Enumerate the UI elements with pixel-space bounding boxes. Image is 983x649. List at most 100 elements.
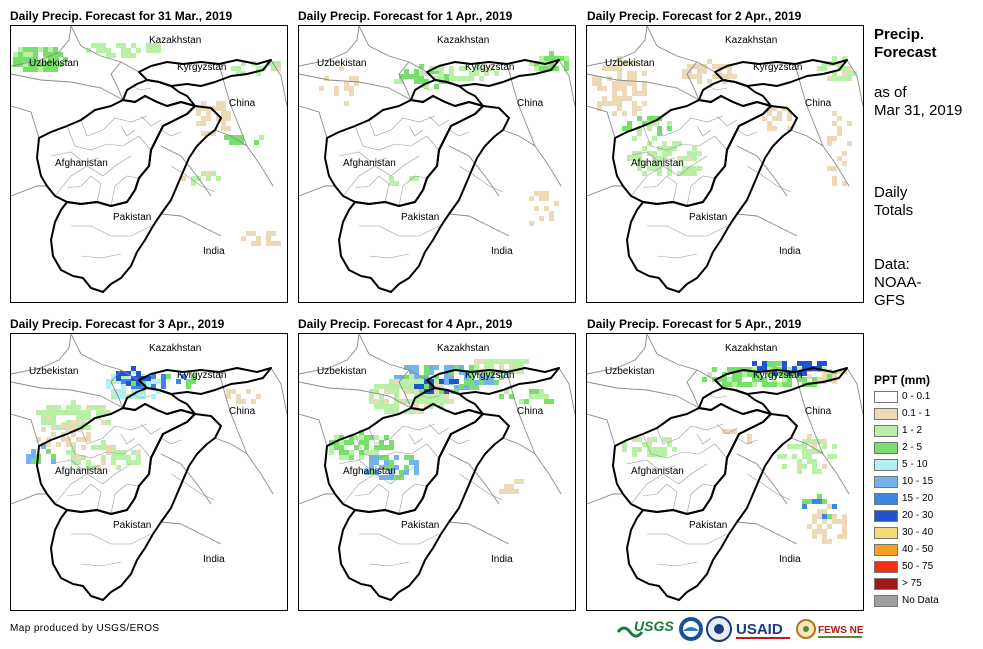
precip-cell — [419, 384, 424, 389]
focus-country-outline — [410, 79, 484, 107]
precip-cell — [176, 379, 181, 384]
precip-cell — [722, 377, 727, 382]
precip-cell — [256, 66, 261, 71]
province-line — [50, 151, 100, 163]
precip-cell — [657, 447, 662, 452]
precip-cell — [349, 86, 354, 91]
precip-cell — [687, 171, 692, 176]
precip-cell — [53, 52, 58, 57]
precip-cell — [86, 432, 91, 437]
precip-cell — [812, 377, 817, 382]
precip-cell — [146, 384, 151, 389]
province-line — [71, 533, 152, 545]
precip-cell — [832, 379, 837, 384]
precip-cell — [151, 394, 156, 399]
precip-cell — [657, 146, 662, 151]
precip-cell — [121, 374, 126, 379]
precip-cell — [414, 69, 419, 74]
precip-cells — [319, 51, 569, 226]
precip-cell — [379, 440, 384, 445]
precip-cell — [33, 52, 38, 57]
precip-cell — [419, 399, 424, 404]
precip-cell — [559, 56, 564, 61]
precip-cell — [216, 106, 221, 111]
precip-cell — [544, 56, 549, 61]
province-line — [130, 85, 152, 91]
precip-cell — [236, 394, 241, 399]
precip-cell — [687, 151, 692, 156]
legend-swatch — [874, 578, 898, 590]
map-panel-6: Kazakhstan Uzbekistan Kyrgyzstan China Afgha… — [586, 333, 864, 611]
precip-cell — [504, 389, 509, 394]
province-line — [368, 253, 410, 259]
precip-cell — [166, 374, 171, 379]
precip-cell — [657, 171, 662, 176]
province-line — [428, 115, 450, 127]
country-label-afghanistan: Afghanistan — [55, 466, 108, 477]
precip-cell — [529, 221, 534, 226]
precip-cell — [817, 469, 822, 474]
precip-cell — [359, 430, 364, 435]
precip-cell — [627, 71, 632, 76]
precip-cell — [484, 380, 489, 385]
precip-cell — [772, 126, 777, 131]
precip-cell — [131, 394, 136, 399]
precip-cell — [627, 126, 632, 131]
precip-cell — [53, 47, 58, 52]
precip-cell — [434, 69, 439, 74]
precip-cell — [474, 380, 479, 385]
precip-cell — [369, 455, 374, 460]
precip-cell — [349, 450, 354, 455]
country-border — [160, 521, 222, 545]
precip-cell — [121, 53, 126, 58]
precip-cell — [28, 52, 33, 57]
precip-cell — [697, 79, 702, 84]
precip-cell — [146, 43, 151, 48]
precip-cell — [597, 101, 602, 106]
country-label-pakistan: Pakistan — [401, 212, 439, 223]
precip-cell — [56, 425, 61, 430]
precip-cell — [434, 379, 439, 384]
precip-cell — [812, 529, 817, 534]
precip-cell — [602, 96, 607, 101]
precip-cell — [414, 365, 419, 370]
precip-cell — [61, 425, 66, 430]
precip-cell — [847, 71, 852, 76]
borders — [11, 26, 287, 293]
precip-cell — [256, 394, 261, 399]
credit-text: Map produced by USGS/EROS — [10, 623, 160, 634]
precip-cell — [414, 375, 419, 380]
precip-cell — [822, 519, 827, 524]
precip-cell — [449, 365, 454, 370]
precip-cell — [424, 384, 429, 389]
precip-cell — [549, 61, 554, 66]
precip-cell — [837, 76, 842, 81]
precip-cell — [101, 420, 106, 425]
precip-cell — [66, 410, 71, 415]
precip-cell — [812, 499, 817, 504]
precip-cell — [256, 241, 261, 246]
precip-cell — [439, 384, 444, 389]
precip-cell — [61, 410, 66, 415]
fews-logo-text: FEWS NET — [818, 625, 864, 636]
precip-cell — [226, 126, 231, 131]
precip-cell — [767, 382, 772, 387]
precip-cell — [181, 374, 186, 379]
precip-cell — [464, 76, 469, 81]
precip-cell — [647, 126, 652, 131]
legend-label: 30 - 40 — [902, 527, 934, 538]
precip-cell — [539, 389, 544, 394]
precip-cell — [504, 484, 509, 489]
precip-cell — [409, 455, 414, 460]
legend-swatch — [874, 510, 898, 522]
precip-cell — [28, 47, 33, 52]
precip-cell — [369, 389, 374, 394]
precip-cell — [747, 439, 752, 444]
precip-cell — [404, 379, 409, 384]
precip-cell — [727, 382, 732, 387]
precip-cell — [597, 106, 602, 111]
country-border — [587, 334, 648, 375]
precip-cell — [384, 460, 389, 465]
precip-cell — [732, 372, 737, 377]
legend-label: 15 - 20 — [902, 493, 934, 504]
